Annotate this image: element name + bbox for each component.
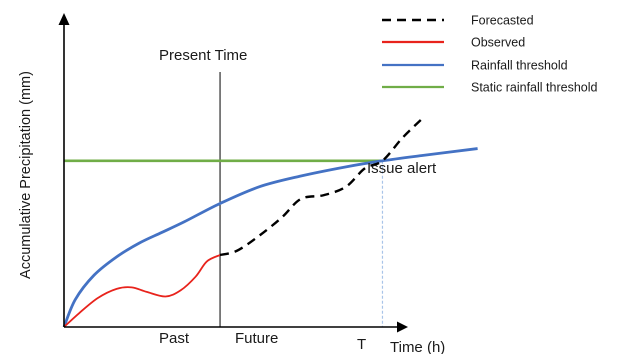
series-forecasted-line [219, 118, 423, 257]
legend-label-rainfall-threshold: Rainfall threshold [471, 59, 568, 73]
legend-label-forecasted: Forecasted [471, 14, 534, 28]
present-time-label: Present Time [159, 47, 247, 64]
legend-label-static-rainfall-threshold: Static rainfall threshold [471, 81, 598, 95]
series-rainfall-threshold-line [62, 147, 478, 328]
t-marker-label: T [357, 336, 366, 353]
issue-alert-label: Issue alert [367, 160, 437, 177]
past-label: Past [159, 330, 190, 347]
y-axis-label: Accumulative Precipitation (mm) [18, 71, 34, 279]
series-observed-line [63, 254, 221, 328]
legend-label-observed: Observed [471, 36, 525, 50]
x-axis-label: Time (h) [390, 339, 445, 354]
legend: Forecasted Observed Rainfall threshold Stat… [382, 14, 598, 95]
y-axis-arrow [58, 13, 70, 25]
x-axis-arrow [397, 321, 408, 333]
plot-layer [62, 72, 478, 328]
future-label: Future [235, 330, 278, 347]
